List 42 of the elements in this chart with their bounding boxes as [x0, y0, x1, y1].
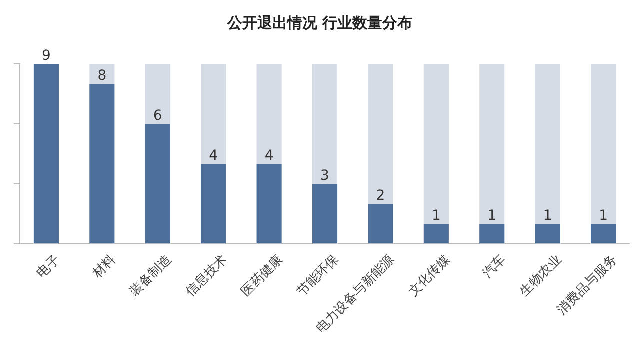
x-tick-label: 文化传媒 [405, 252, 453, 300]
x-tick-label: 生物农业 [516, 252, 564, 300]
bar [424, 224, 449, 244]
bar [535, 64, 560, 224]
bar [256, 164, 282, 244]
bar [256, 64, 282, 164]
bar [90, 64, 115, 84]
bar [480, 64, 505, 224]
bar [201, 64, 226, 164]
data-label: 1 [599, 208, 608, 224]
bar [591, 64, 616, 224]
x-tick-label: 材料 [88, 252, 118, 282]
data-label: 1 [432, 208, 441, 224]
data-label: 1 [488, 208, 497, 224]
data-label: 2 [376, 188, 386, 204]
bar [591, 224, 616, 244]
bar [312, 184, 338, 244]
bar [312, 64, 338, 184]
data-label: 4 [264, 148, 274, 164]
data-label: 4 [209, 148, 218, 164]
data-label: 1 [543, 208, 552, 224]
x-tick-label: 汽车 [479, 252, 508, 281]
data-label: 3 [320, 168, 330, 184]
data-label: 9 [42, 48, 51, 64]
chart-title: 公开退出情况 行业数量分布 [226, 14, 413, 32]
x-tick-label: 电子 [34, 252, 63, 281]
bar [201, 164, 226, 244]
bar [145, 124, 170, 244]
x-tick-label: 装备制造 [126, 252, 174, 300]
x-tick-label: 节能环保 [294, 252, 342, 300]
bar [34, 64, 59, 244]
x-tick-label: 医药健康 [238, 252, 286, 300]
x-tick-label: 信息技术 [182, 252, 230, 300]
data-label: 8 [98, 68, 107, 84]
bar [480, 224, 505, 244]
bar [90, 84, 115, 244]
data-label: 6 [153, 108, 162, 124]
bar [368, 64, 394, 204]
bar [535, 224, 560, 244]
bar [145, 64, 170, 124]
bar [368, 204, 394, 244]
bar [424, 64, 449, 224]
